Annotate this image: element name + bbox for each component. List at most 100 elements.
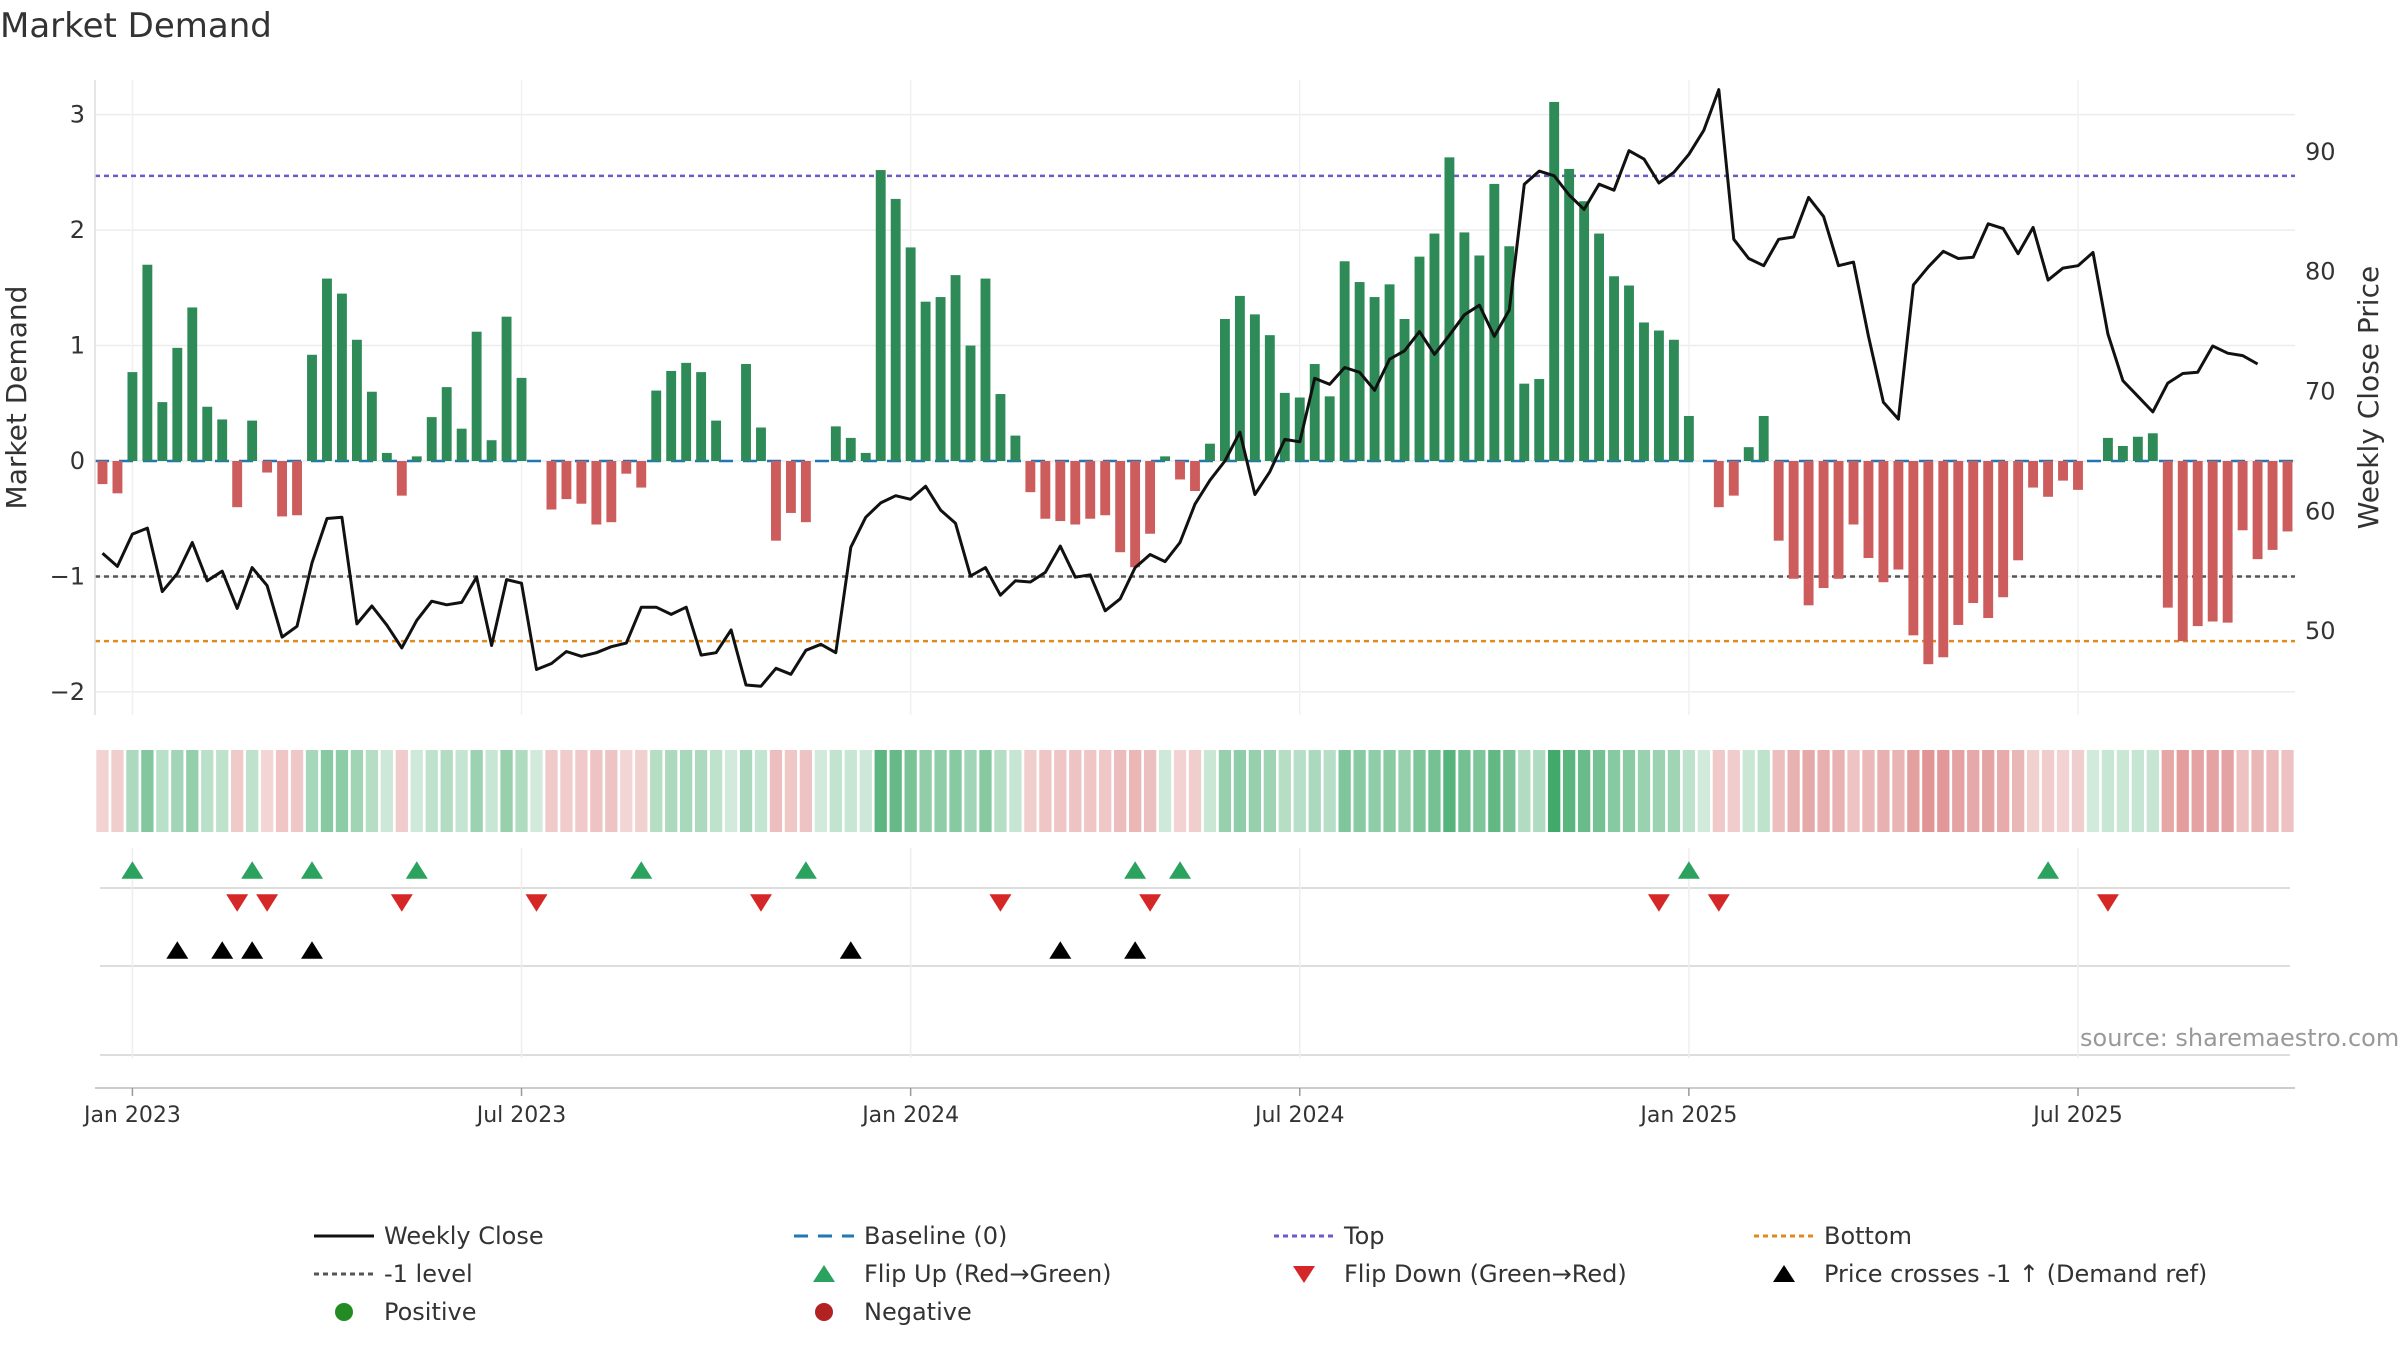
demand-bar — [2207, 461, 2218, 622]
heat-cell — [2221, 750, 2234, 832]
demand-bar — [756, 427, 766, 461]
flip-up-marker — [794, 861, 817, 879]
dashed-line-icon — [794, 1234, 854, 1238]
heat-cell — [1218, 750, 1232, 832]
x-tick-label: Jan 2025 — [1638, 1103, 1737, 1128]
heat-cell — [500, 750, 513, 832]
heat-cell — [635, 750, 648, 832]
heat-cell — [560, 750, 573, 832]
heat-cell — [515, 750, 528, 832]
demand-bar — [1639, 322, 1649, 461]
demand-bar — [97, 461, 108, 485]
demand-bar — [1459, 232, 1470, 461]
heat-cell — [2251, 750, 2264, 832]
demand-bar — [875, 170, 886, 461]
demand-bar — [2177, 461, 2188, 642]
heat-cell — [1503, 750, 1516, 832]
heat-cell — [1383, 750, 1396, 832]
heat-cell — [1443, 750, 1456, 832]
demand-bar — [935, 297, 946, 461]
demand-bar — [845, 437, 856, 461]
heat-cell — [1158, 750, 1172, 832]
heat-cell — [1428, 750, 1441, 832]
demand-bar — [381, 452, 392, 461]
heat-cell — [1577, 750, 1591, 832]
heat-cell — [156, 750, 169, 832]
demand-bar — [1683, 415, 1694, 461]
demand-bar — [247, 420, 258, 461]
y2-tick-label: 50 — [2305, 617, 2336, 645]
demand-bar — [1010, 435, 1021, 461]
y-tick-label: −2 — [50, 678, 85, 706]
demand-bar — [920, 301, 931, 461]
heat-cell — [1188, 750, 1202, 832]
demand-bar — [2192, 461, 2203, 627]
demand-bar — [666, 370, 677, 461]
heat-cell — [1757, 750, 1770, 832]
demand-bar — [1938, 461, 1949, 658]
demand-bar — [411, 456, 422, 461]
heat-cell — [694, 750, 708, 832]
heat-cell — [290, 750, 304, 832]
demand-bar — [1788, 461, 1799, 579]
heat-cell — [994, 750, 1007, 832]
legend-flip-up: Flip Up (Red→Green) — [790, 1256, 1112, 1292]
triangle-up-icon — [813, 1265, 835, 1282]
price-cross-marker — [166, 941, 189, 959]
price-cross-marker — [839, 941, 862, 959]
legend-label: Bottom — [1824, 1222, 1913, 1250]
demand-bar — [950, 275, 961, 461]
legend-label: Top — [1344, 1222, 1385, 1250]
demand-bar — [711, 420, 722, 461]
demand-bar — [785, 461, 796, 513]
demand-bar — [396, 461, 407, 496]
flip-down-marker — [226, 894, 249, 912]
heat-cell — [665, 750, 678, 832]
demand-bar — [546, 461, 557, 510]
heat-cell — [2086, 750, 2100, 832]
demand-bar — [621, 461, 632, 474]
demand-bar — [1803, 461, 1814, 606]
flip-down-marker — [1139, 894, 1162, 912]
demand-bar — [2117, 445, 2128, 461]
demand-bar — [471, 331, 482, 461]
heat-cell — [1712, 750, 1725, 832]
demand-bar — [636, 461, 647, 488]
demand-bar — [681, 362, 692, 461]
demand-bar — [456, 428, 467, 461]
demand-bar — [1833, 461, 1844, 579]
demand-bar — [1190, 461, 1200, 492]
heat-cell — [2236, 750, 2249, 832]
circle-icon — [335, 1303, 353, 1321]
demand-bar — [142, 264, 153, 461]
heat-cell — [141, 750, 154, 832]
demand-bar — [1324, 396, 1335, 461]
price-cross-marker — [241, 941, 264, 959]
triangle-down-icon — [1293, 1266, 1315, 1283]
triangle-up-icon — [1773, 1265, 1795, 1282]
heat-cell — [1293, 750, 1306, 832]
demand-bar — [1609, 276, 1619, 461]
y-tick-label: 2 — [70, 216, 85, 244]
heat-cell — [1233, 750, 1247, 832]
heat-cell — [799, 750, 813, 832]
demand-bar — [1115, 461, 1126, 553]
heat-cell — [365, 750, 379, 832]
heat-cell — [1697, 750, 1710, 832]
legend-label: Positive — [384, 1298, 477, 1326]
heat-cell — [1263, 750, 1276, 832]
heat-cell — [1832, 750, 1845, 832]
flip-down-marker — [749, 894, 772, 912]
heat-cell — [859, 750, 872, 832]
x-tick-label: Jan 2023 — [82, 1103, 181, 1128]
flip-down-marker — [390, 894, 413, 912]
price-cross-marker — [1049, 941, 1072, 959]
heat-cell — [530, 750, 543, 832]
demand-bar — [322, 278, 332, 461]
heat-cell — [979, 750, 992, 832]
demand-bar — [2222, 461, 2233, 623]
demand-bar — [1863, 461, 1874, 558]
demand-bar — [351, 339, 362, 461]
heat-cell — [1952, 750, 1965, 832]
demand-bar — [771, 461, 781, 541]
